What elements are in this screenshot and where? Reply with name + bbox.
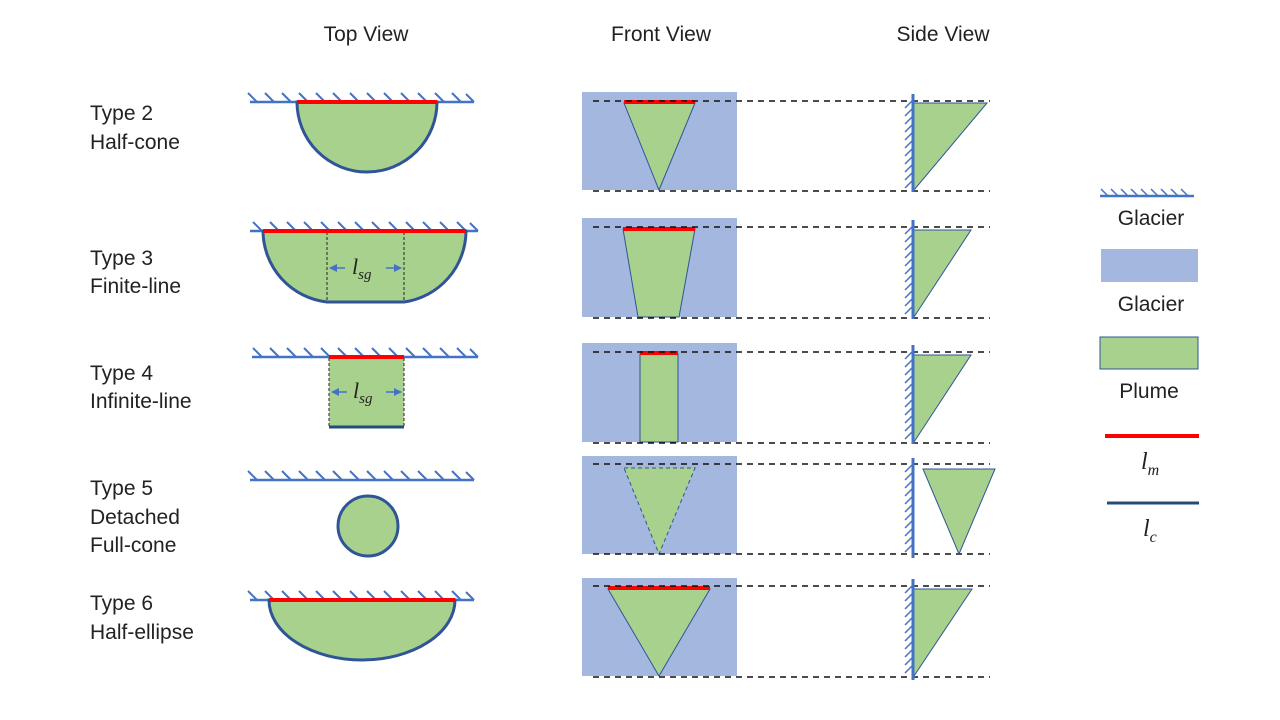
glacier-hatching bbox=[904, 225, 914, 315]
legend: Glacier Glacier Plume lm lc bbox=[1099, 188, 1199, 546]
glacier-hatching bbox=[252, 347, 479, 358]
front-view-type5 bbox=[582, 456, 737, 556]
row-type4-label: Type 4 bbox=[90, 362, 153, 385]
legend-glacier-wall-label: Glacier bbox=[1118, 207, 1185, 230]
legend-plume-label: Plume bbox=[1119, 380, 1179, 403]
plume-full-cone bbox=[336, 494, 400, 558]
side-view-type2 bbox=[904, 94, 989, 192]
top-view-type6 bbox=[247, 590, 475, 662]
legend-plume-swatch bbox=[1099, 336, 1199, 370]
glacier-hatching bbox=[904, 584, 914, 674]
plume-half-cone bbox=[295, 100, 439, 174]
row-type6-desc: Half-ellipse bbox=[90, 621, 194, 644]
front-view-type2 bbox=[582, 92, 737, 192]
header-front-view: Front View bbox=[611, 23, 712, 46]
plume-front bbox=[639, 353, 679, 443]
side-view-column bbox=[904, 94, 996, 680]
row-type6-label: Type 6 bbox=[90, 592, 153, 615]
glacier-hatching bbox=[904, 99, 914, 189]
top-view-column: lsg lsg bbox=[247, 92, 479, 662]
side-view-type5 bbox=[904, 458, 996, 558]
top-view-type3: lsg bbox=[250, 221, 479, 304]
front-view-type4 bbox=[582, 343, 737, 443]
plume-front bbox=[623, 467, 696, 556]
row-type5-desc2: Full-cone bbox=[90, 534, 176, 557]
row-type3-desc: Finite-line bbox=[90, 275, 181, 298]
plume-side bbox=[913, 229, 972, 319]
side-view-type6 bbox=[904, 579, 973, 680]
legend-glacier-fill-label: Glacier bbox=[1118, 293, 1185, 316]
header-side-view: Side View bbox=[896, 23, 990, 46]
legend-glacier-fill: Glacier bbox=[1101, 249, 1198, 316]
legend-hatching bbox=[1100, 188, 1189, 197]
front-view-type6 bbox=[582, 578, 737, 677]
plume-side bbox=[913, 588, 973, 678]
row-labels: Type 2 Half-cone Type 3 Finite-line Type… bbox=[90, 102, 194, 644]
front-view-type3 bbox=[582, 218, 737, 318]
row-type5-label: Type 5 bbox=[90, 477, 153, 500]
row-type5-desc: Detached bbox=[90, 506, 180, 529]
plume-side bbox=[922, 468, 996, 556]
front-view-column bbox=[582, 92, 737, 677]
legend-lc-label: lc bbox=[1143, 516, 1157, 546]
plume-side bbox=[913, 354, 972, 444]
row-type2-label: Type 2 bbox=[90, 102, 153, 125]
legend-glacier-fill-swatch bbox=[1101, 249, 1198, 282]
glacier-hatching bbox=[247, 470, 475, 481]
glacier-hatching bbox=[904, 463, 914, 553]
glacier-hatching bbox=[247, 590, 475, 601]
plume-half-ellipse bbox=[267, 598, 457, 662]
glacier-hatching bbox=[252, 221, 479, 232]
side-view-type3 bbox=[904, 220, 972, 319]
legend-glacier-wall: Glacier bbox=[1100, 188, 1194, 230]
glacier-hatching bbox=[904, 350, 914, 440]
plume-finite-line bbox=[261, 229, 468, 304]
legend-lm: lm bbox=[1105, 434, 1199, 479]
dashed-guides bbox=[593, 100, 990, 678]
glacier-hatching bbox=[247, 92, 475, 103]
header-top-view: Top View bbox=[324, 23, 410, 46]
row-type2-desc: Half-cone bbox=[90, 131, 180, 154]
row-type3-label: Type 3 bbox=[90, 247, 153, 270]
side-view-type4 bbox=[904, 345, 972, 444]
lsg-label: lsg bbox=[353, 378, 373, 407]
legend-lc: lc bbox=[1107, 501, 1199, 546]
legend-plume: Plume bbox=[1099, 336, 1199, 403]
top-view-type2 bbox=[247, 92, 475, 174]
top-view-type5 bbox=[247, 470, 475, 558]
plume-side bbox=[913, 102, 989, 192]
top-view-type4: lsg bbox=[252, 347, 479, 429]
lsg-label: lsg bbox=[352, 254, 372, 283]
legend-lm-label: lm bbox=[1141, 449, 1159, 479]
row-type4-desc: Infinite-line bbox=[90, 390, 192, 413]
